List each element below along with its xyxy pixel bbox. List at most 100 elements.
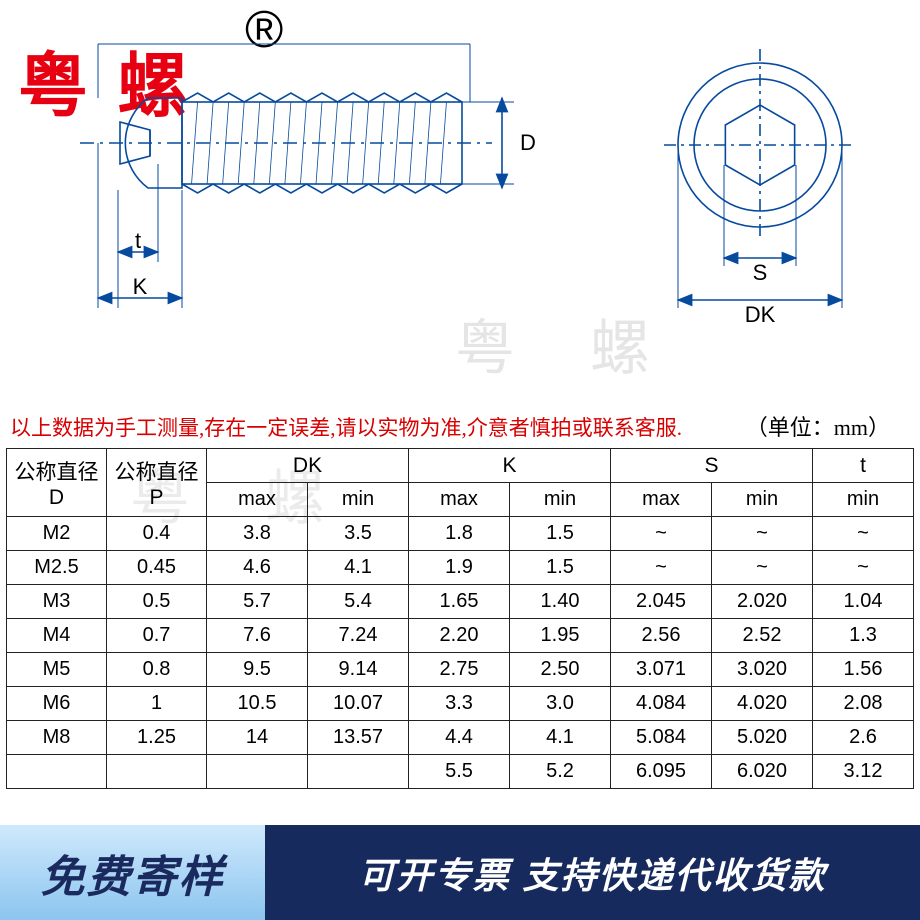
table-row: M81.251413.574.44.15.0845.0202.6 [7, 721, 914, 755]
table-cell [107, 755, 207, 789]
spec-table-wrap: 公称直径D 公称直径P DK K S t maxminmaxminmaxminm… [0, 448, 920, 789]
sub-header: max [409, 483, 510, 517]
banner-invoice-cod: 可开专票 支持快递代收货款 [265, 825, 920, 920]
sub-header: min [308, 483, 409, 517]
measurement-note: 以上数据为手工测量,存在一定误差,请以实物为准,介意者慎拍或联系客服. [10, 412, 682, 442]
table-cell [207, 755, 308, 789]
sub-header: min [712, 483, 813, 517]
table-cell: 7.24 [308, 619, 409, 653]
table-cell [7, 755, 107, 789]
table-cell: ~ [611, 551, 712, 585]
col-header-S: S [611, 449, 813, 483]
table-cell: 2.045 [611, 585, 712, 619]
table-cell: 1.56 [813, 653, 914, 687]
table-cell: M3 [7, 585, 107, 619]
table-cell: 2.20 [409, 619, 510, 653]
unit-label: （单位：mm） [746, 410, 890, 442]
table-cell: 1.3 [813, 619, 914, 653]
table-cell [308, 755, 409, 789]
sub-header: max [207, 483, 308, 517]
table-cell: ~ [813, 551, 914, 585]
table-cell: 4.6 [207, 551, 308, 585]
technical-drawing: DtK S DK [0, 10, 920, 350]
table-cell: 3.020 [712, 653, 813, 687]
table-cell: 4.4 [409, 721, 510, 755]
col-header-t: t [813, 449, 914, 483]
table-cell: 3.0 [510, 687, 611, 721]
table-cell: 1.40 [510, 585, 611, 619]
table-row: M50.89.59.142.752.503.0713.0201.56 [7, 653, 914, 687]
table-cell: 3.3 [409, 687, 510, 721]
table-cell: 3.5 [308, 517, 409, 551]
table-cell: 4.084 [611, 687, 712, 721]
table-cell: 5.5 [409, 755, 510, 789]
promo-banner: 免费寄样 可开专票 支持快递代收货款 [0, 825, 920, 920]
table-cell: ~ [813, 517, 914, 551]
table-cell: 1.65 [409, 585, 510, 619]
table-cell: 9.14 [308, 653, 409, 687]
table-cell: 4.020 [712, 687, 813, 721]
table-cell: 6.095 [611, 755, 712, 789]
table-cell: 5.4 [308, 585, 409, 619]
table-cell: 1.9 [409, 551, 510, 585]
col-header-P: 公称直径P [107, 449, 207, 517]
table-cell: 14 [207, 721, 308, 755]
table-cell: 0.7 [107, 619, 207, 653]
table-cell: ~ [712, 517, 813, 551]
table-cell: 3.12 [813, 755, 914, 789]
table-cell: ~ [611, 517, 712, 551]
table-cell: 0.8 [107, 653, 207, 687]
col-header-DK: DK [207, 449, 409, 483]
table-cell: 1.5 [510, 517, 611, 551]
svg-text:S: S [753, 260, 768, 285]
note-row: 以上数据为手工测量,存在一定误差,请以实物为准,介意者慎拍或联系客服. （单位：… [0, 410, 920, 448]
diagram-area: 粤 螺 ® 粤 螺 DtK SDK [0, 0, 920, 370]
table-cell: 3.071 [611, 653, 712, 687]
spec-table: 公称直径D 公称直径P DK K S t maxminmaxminmaxminm… [6, 448, 914, 789]
table-cell: 2.020 [712, 585, 813, 619]
table-cell: 2.56 [611, 619, 712, 653]
table-cell: 3.8 [207, 517, 308, 551]
svg-text:DK: DK [745, 302, 776, 327]
table-cell: 2.52 [712, 619, 813, 653]
table-cell: 9.5 [207, 653, 308, 687]
table-cell: 0.4 [107, 517, 207, 551]
table-cell: 1.8 [409, 517, 510, 551]
table-cell: 0.5 [107, 585, 207, 619]
table-cell: 4.1 [510, 721, 611, 755]
table-cell: 1.5 [510, 551, 611, 585]
svg-text:t: t [135, 228, 141, 253]
table-cell: M4 [7, 619, 107, 653]
table-cell: 5.020 [712, 721, 813, 755]
table-cell: 6.020 [712, 755, 813, 789]
table-cell: M6 [7, 687, 107, 721]
col-header-K: K [409, 449, 611, 483]
table-cell: 10.5 [207, 687, 308, 721]
table-cell: 2.75 [409, 653, 510, 687]
table-cell: 13.57 [308, 721, 409, 755]
table-cell: 0.45 [107, 551, 207, 585]
table-row: M20.43.83.51.81.5~~~ [7, 517, 914, 551]
table-row: 5.55.26.0956.0203.12 [7, 755, 914, 789]
table-cell: 1.04 [813, 585, 914, 619]
banner-free-sample: 免费寄样 [0, 825, 265, 920]
table-cell: 1.25 [107, 721, 207, 755]
table-cell: 5.084 [611, 721, 712, 755]
table-row: M2.50.454.64.11.91.5~~~ [7, 551, 914, 585]
table-cell: 2.6 [813, 721, 914, 755]
table-cell: 2.08 [813, 687, 914, 721]
table-cell: 10.07 [308, 687, 409, 721]
svg-text:D: D [520, 130, 536, 155]
sub-header: min [813, 483, 914, 517]
table-cell: M5 [7, 653, 107, 687]
svg-text:K: K [133, 274, 148, 299]
table-body: M20.43.83.51.81.5~~~M2.50.454.64.11.91.5… [7, 517, 914, 789]
table-row: M30.55.75.41.651.402.0452.0201.04 [7, 585, 914, 619]
table-cell: 7.6 [207, 619, 308, 653]
table-cell: ~ [712, 551, 813, 585]
table-cell: M8 [7, 721, 107, 755]
col-header-D: 公称直径D [7, 449, 107, 517]
table-cell: 1.95 [510, 619, 611, 653]
sub-header: min [510, 483, 611, 517]
table-row: M40.77.67.242.201.952.562.521.3 [7, 619, 914, 653]
